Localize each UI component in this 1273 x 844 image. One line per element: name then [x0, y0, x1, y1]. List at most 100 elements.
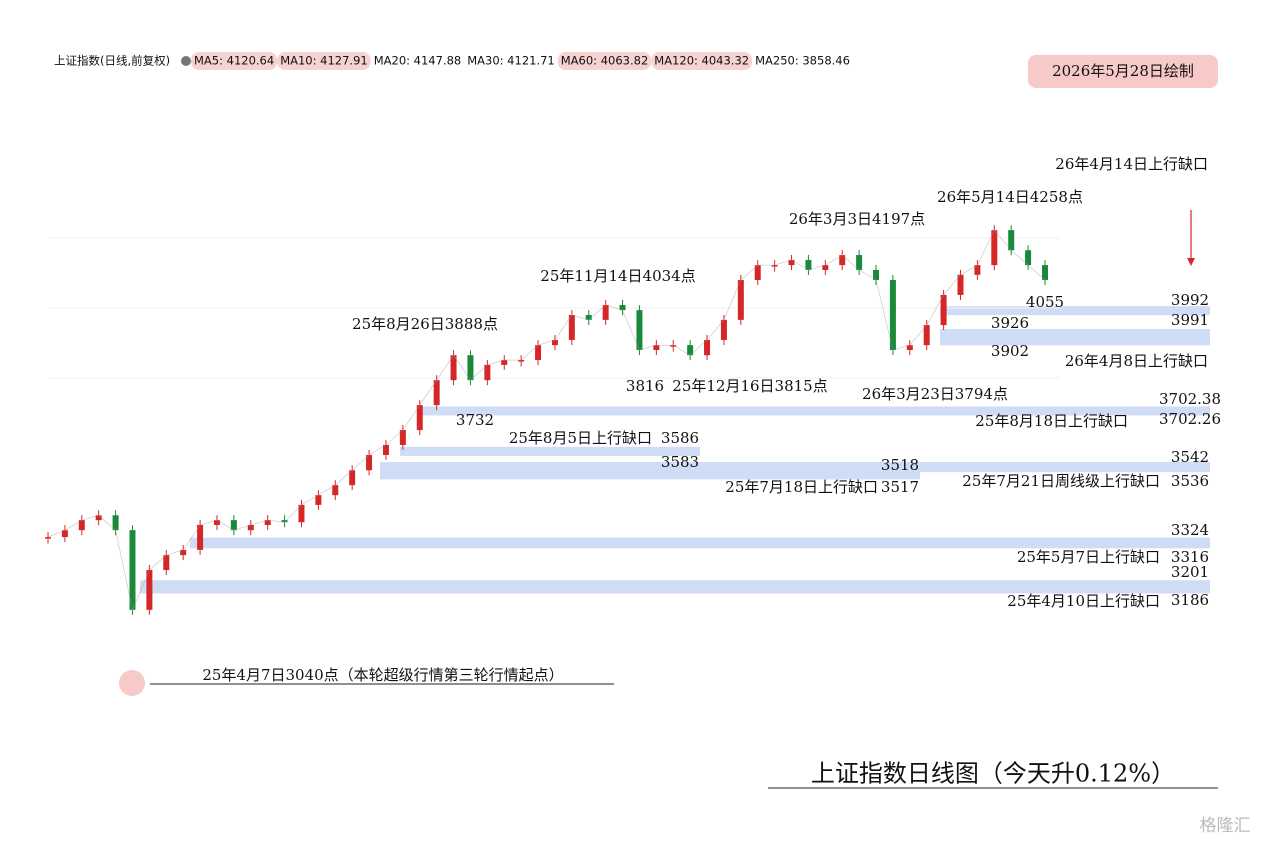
candle-body [416, 405, 423, 431]
gap-low: 3902 [991, 342, 1029, 360]
candle-body [484, 364, 491, 381]
gap-low: 3583 [661, 453, 699, 471]
candle-body [568, 315, 575, 340]
candle-body [180, 549, 187, 556]
chart-subtitle: 2026年5月28日绘制 [1052, 62, 1194, 80]
gap-band [940, 306, 1210, 316]
candle-body [366, 454, 373, 471]
ma-icon [181, 56, 191, 66]
candle-body [1008, 230, 1015, 251]
annotation: 3816 [626, 377, 664, 395]
ma-legend: MA60: 4063.82 [561, 54, 649, 68]
candle-body [146, 570, 153, 610]
candle-body [78, 520, 85, 531]
candle-body [805, 259, 812, 270]
gap-high: 3926 [991, 314, 1029, 332]
candle-body [923, 325, 930, 346]
gap-high: 3586 [661, 429, 699, 447]
gap-label: 25年8月18日上行缺口 [975, 412, 1128, 430]
candle-body [264, 520, 271, 525]
candle-body [163, 555, 170, 571]
gap-high: 3518 [881, 456, 919, 474]
gap-band [380, 470, 920, 480]
annotation: 25年11月14日4034点 [540, 267, 695, 285]
candle-body [873, 269, 880, 281]
gap-band [380, 462, 1210, 473]
gap-label: 25年7月21日周线级上行缺口 [962, 472, 1160, 490]
candle-body [450, 355, 457, 381]
candle-body [754, 265, 761, 281]
candle-body [501, 360, 508, 365]
candle-body [45, 537, 51, 539]
candle-body [332, 485, 339, 496]
gap-band [940, 329, 1210, 346]
arrow-head [1187, 258, 1195, 266]
candle-body [61, 530, 68, 538]
ma-highlight [651, 52, 753, 70]
candle-body [602, 304, 609, 320]
gap-band [420, 406, 1210, 416]
candle-body [839, 255, 846, 266]
ma-legend: MA20: 4147.88 [374, 54, 462, 68]
gap-low: 3316 [1171, 548, 1209, 566]
gap-low: 3186 [1171, 591, 1209, 609]
gap-low: 3991 [1171, 311, 1209, 329]
candle-body [230, 520, 237, 531]
ma-legend: MA30: 4121.71 [467, 54, 555, 68]
candle-body [957, 274, 964, 295]
candle-body [95, 515, 102, 521]
candle-body [771, 265, 778, 267]
candle-body [653, 345, 660, 351]
gap-low: 3536 [1171, 472, 1209, 490]
price-line [47, 229, 1046, 611]
annotation: 26年5月14日4258点 [937, 188, 1083, 206]
gap-high: 3201 [1171, 563, 1209, 581]
candle-body [670, 345, 677, 347]
candle-body [974, 265, 981, 275]
ma-legend: MA120: 4043.32 [654, 54, 749, 68]
gap-high: 3702.38 [1159, 390, 1221, 408]
candle-body [1042, 265, 1048, 281]
annotation: 25年4月7日3040点（本轮超级行情第三轮行情起点） [202, 666, 563, 684]
candle-body [197, 524, 204, 550]
watermark: 格隆汇 [1200, 816, 1251, 836]
gap-label: 25年5月7日上行缺口 [1017, 548, 1160, 566]
annotation: 25年8月26日3888点 [352, 315, 498, 333]
gap-label: 25年7月18日上行缺口 [725, 478, 878, 496]
annotation: 26年3月3日4197点 [789, 210, 925, 228]
candle-body [619, 304, 626, 311]
candle-body [788, 259, 795, 266]
candle-body [636, 310, 643, 351]
ma-legend: MA5: 4120.64 [194, 54, 274, 68]
candle-body [399, 430, 406, 445]
ma-highlight [191, 52, 278, 70]
candle-body [315, 495, 322, 505]
ma-highlight [557, 52, 652, 70]
annotation: 4055 [1026, 293, 1064, 311]
candle-body [349, 470, 356, 486]
candle-body [247, 524, 254, 531]
ma-highlight [277, 52, 371, 70]
gap-label: 25年8月5日上行缺口 [509, 429, 652, 447]
header: 上证指数(日线,前复权) [54, 54, 170, 68]
gap-high: 3542 [1171, 448, 1209, 466]
candle-body [822, 265, 829, 270]
candle-body [433, 380, 440, 406]
gap-band [140, 580, 1210, 594]
gap-label: 26年4月8日上行缺口 [1065, 352, 1208, 370]
date-badge [1028, 55, 1218, 88]
candle-body [467, 355, 474, 381]
candle-body [991, 230, 998, 266]
candle-body [720, 319, 727, 340]
candle-body [687, 345, 694, 356]
ma-legend: MA250: 3858.46 [755, 54, 850, 68]
candle-body [281, 520, 288, 523]
candle-body [213, 520, 220, 525]
candle-body [856, 255, 863, 270]
candle-body [940, 294, 947, 326]
candle-body [906, 345, 913, 351]
candle-body [518, 360, 525, 362]
gap-low: 3702.26 [1159, 410, 1221, 428]
annotation: 26年3月23日3794点 [862, 385, 1008, 403]
